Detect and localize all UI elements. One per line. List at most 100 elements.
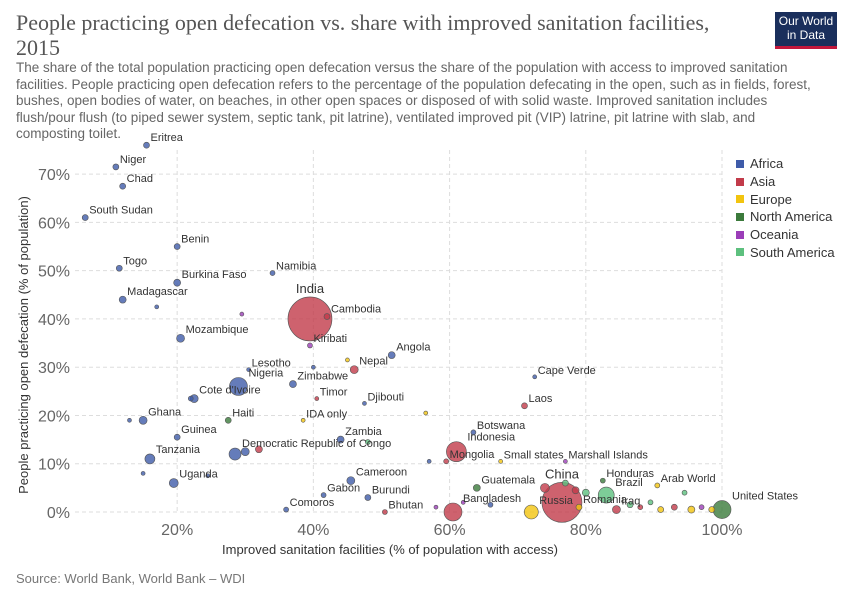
data-point[interactable] [205,473,211,479]
data-point[interactable] [470,429,477,436]
data-point[interactable] [173,433,181,441]
data-point[interactable] [562,479,569,487]
point-label: Cameroon [356,467,407,479]
data-point[interactable] [687,505,696,514]
data-point[interactable] [336,435,345,444]
data-point[interactable] [311,364,316,370]
data-point[interactable] [446,441,467,462]
data-point[interactable] [541,482,583,523]
data-point[interactable] [698,504,705,510]
data-point[interactable] [647,499,654,506]
data-point[interactable] [382,509,388,515]
data-point[interactable] [118,295,127,304]
data-point[interactable] [143,141,150,149]
data-point[interactable] [176,333,185,343]
point-label: Guinea [181,424,217,436]
x-tick-label: 80% [570,522,602,539]
data-point[interactable] [187,395,194,402]
data-point[interactable] [443,502,463,522]
data-point[interactable] [323,313,331,320]
point-label: Cote d'Ivoire [199,385,260,397]
data-point[interactable] [654,482,661,489]
data-point[interactable] [524,504,539,520]
data-point[interactable] [626,501,634,509]
data-point[interactable] [681,489,688,496]
data-point[interactable] [443,458,449,465]
data-point[interactable] [240,447,250,456]
data-point[interactable] [581,488,590,497]
data-point[interactable] [320,492,327,498]
point-label: Gabon [327,483,360,495]
data-point[interactable] [362,401,367,406]
data-point[interactable] [228,447,242,461]
data-point[interactable] [287,296,333,342]
data-point[interactable] [112,163,120,171]
data-point[interactable] [521,402,528,410]
data-point[interactable] [346,476,356,485]
data-point[interactable] [637,504,644,510]
legend-item[interactable]: Oceania [736,226,835,244]
data-points[interactable] [81,141,732,523]
data-point[interactable] [575,503,583,511]
legend-swatch [736,195,744,204]
data-point[interactable] [255,445,263,454]
data-point[interactable] [532,374,538,380]
data-point[interactable] [426,459,432,464]
data-point[interactable] [307,342,313,349]
data-point[interactable] [229,377,248,396]
data-point[interactable] [119,182,126,190]
data-point[interactable] [387,351,396,359]
data-point[interactable] [144,453,156,465]
data-point[interactable] [597,486,615,504]
data-point[interactable] [487,501,494,508]
data-point[interactable] [269,270,276,276]
data-point[interactable] [657,506,665,513]
y-tick-label: 30% [38,360,70,377]
point-label: Romania [583,494,628,506]
legend-item[interactable]: South America [736,243,835,261]
data-point[interactable] [498,459,503,464]
data-point[interactable] [173,243,181,250]
data-point[interactable] [563,459,568,464]
data-point[interactable] [138,415,148,425]
data-point[interactable] [671,503,678,511]
data-point[interactable] [345,357,350,363]
data-point[interactable] [433,504,439,510]
owid-logo[interactable]: Our World in Data [775,12,837,49]
y-tick-label: 50% [38,264,70,281]
data-point[interactable] [349,365,359,374]
data-point[interactable] [289,380,297,388]
data-point[interactable] [127,417,132,423]
legend-item[interactable]: Africa [736,155,835,173]
data-point[interactable] [365,439,371,445]
data-point[interactable] [460,500,466,505]
data-point[interactable] [246,367,251,372]
data-point[interactable] [154,304,160,310]
data-point[interactable] [423,410,429,416]
legend-item[interactable]: Europe [736,190,835,208]
legend-item[interactable]: Asia [736,173,835,191]
legend-item[interactable]: North America [736,208,835,226]
data-point[interactable] [173,278,181,287]
data-point[interactable] [314,396,320,401]
data-point[interactable] [612,505,621,514]
data-point[interactable] [300,417,306,423]
data-point[interactable] [708,506,716,513]
data-point[interactable] [224,416,232,424]
data-point[interactable] [239,311,245,317]
data-point[interactable] [540,483,550,493]
data-point[interactable] [712,500,732,519]
point-label: Kiribati [313,333,347,345]
data-point[interactable] [168,478,179,488]
data-point[interactable] [364,494,372,501]
point-label: Russia [539,495,574,507]
data-point[interactable] [115,264,123,272]
chart-title: People practicing open defecation vs. sh… [16,10,710,60]
data-point[interactable] [473,484,481,492]
data-point[interactable] [140,471,146,476]
data-point[interactable] [571,486,580,495]
data-point[interactable] [81,214,89,221]
data-point[interactable] [600,477,606,484]
point-label: Haiti [232,407,254,419]
data-point[interactable] [283,506,289,513]
